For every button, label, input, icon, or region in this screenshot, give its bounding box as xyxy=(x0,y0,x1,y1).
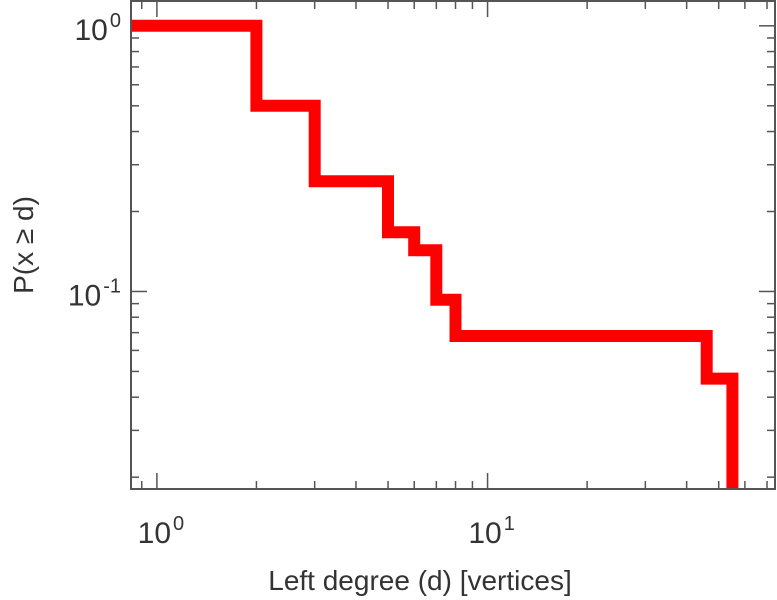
y-tick-label-exponent: 0 xyxy=(110,10,121,32)
series-layer xyxy=(131,19,739,489)
x-tick-label: 10 0 xyxy=(138,513,185,550)
plot-frame xyxy=(130,0,776,490)
x-axis-label: Left degree (d) [vertices] xyxy=(268,565,571,596)
y-tick-label: 10 0 xyxy=(75,10,122,47)
x-tick-label-exponent: 1 xyxy=(504,513,515,535)
y-tick-label: 10 -1 xyxy=(68,275,121,312)
series-line-0 xyxy=(131,19,739,489)
tick-marks xyxy=(131,1,775,489)
y-tick-label-exponent: -1 xyxy=(103,275,121,297)
y-axis-label: P(x ≥ d) xyxy=(8,196,39,294)
x-tick-label: 10 1 xyxy=(468,513,515,550)
x-tick-label-base: 10 xyxy=(468,517,501,550)
y-tick-label-base: 10 xyxy=(68,279,101,312)
x-tick-label-base: 10 xyxy=(138,517,171,550)
x-tick-label-exponent: 0 xyxy=(173,513,184,535)
y-tick-label-base: 10 xyxy=(75,14,108,47)
